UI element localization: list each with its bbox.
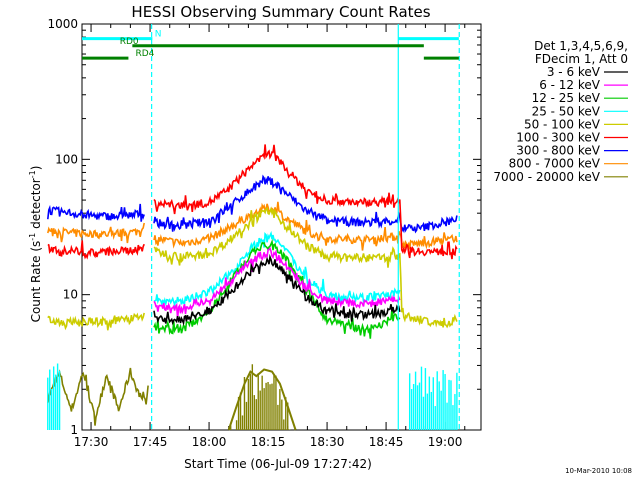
x-tick-label: 19:00	[428, 435, 463, 449]
chart-title: HESSI Observing Summary Count Rates	[131, 3, 430, 21]
annotation-label: RD4	[135, 49, 154, 59]
series-line	[153, 253, 401, 326]
legend-entry-label: 300 - 800 keV	[516, 144, 600, 158]
legend-entry-label: 25 - 50 keV	[532, 104, 601, 118]
series-line	[47, 174, 458, 234]
y-tick-label: 10	[63, 288, 78, 302]
legend-entry-label: 800 - 7000 keV	[509, 157, 601, 171]
x-tick-label: 18:45	[369, 435, 404, 449]
series-line	[153, 238, 401, 339]
y-tick-label: 1	[70, 423, 78, 437]
series-line	[47, 201, 458, 251]
x-tick-label: 18:30	[310, 435, 345, 449]
series-line	[47, 367, 149, 426]
x-tick-label: 17:30	[74, 435, 109, 449]
legend-header-line2: FDecim 1, Att 0	[535, 52, 628, 66]
legend-entry-label: 3 - 6 keV	[547, 65, 601, 79]
legend-entry-label: 100 - 300 keV	[516, 131, 600, 145]
series-line	[47, 144, 458, 260]
y-tick-label: 1000	[47, 17, 78, 31]
annotation-label: RD0	[120, 37, 139, 47]
legend-entry-label: 12 - 25 keV	[532, 91, 601, 105]
legend-entry-label: 7000 - 20000 keV	[493, 170, 600, 184]
x-tick-label: 18:00	[192, 435, 227, 449]
footer-timestamp: 10-Mar-2010 10:08	[565, 467, 632, 475]
legend-header-line1: Det 1,3,4,5,6,9,	[534, 39, 628, 53]
series-line	[153, 246, 401, 320]
series-line	[47, 206, 458, 331]
x-tick-label: 17:45	[133, 435, 168, 449]
annotation-label: N	[155, 30, 162, 40]
legend-entry-label: 50 - 100 keV	[524, 117, 601, 131]
legend-entry-label: 6 - 12 keV	[539, 78, 601, 92]
x-axis-label: Start Time (06-Jul-09 17:27:42)	[184, 457, 372, 471]
x-tick-label: 18:15	[251, 435, 286, 449]
y-tick-label: 100	[55, 152, 78, 166]
y-axis-label: Count Rate (s-1 detector-1)	[28, 166, 43, 323]
